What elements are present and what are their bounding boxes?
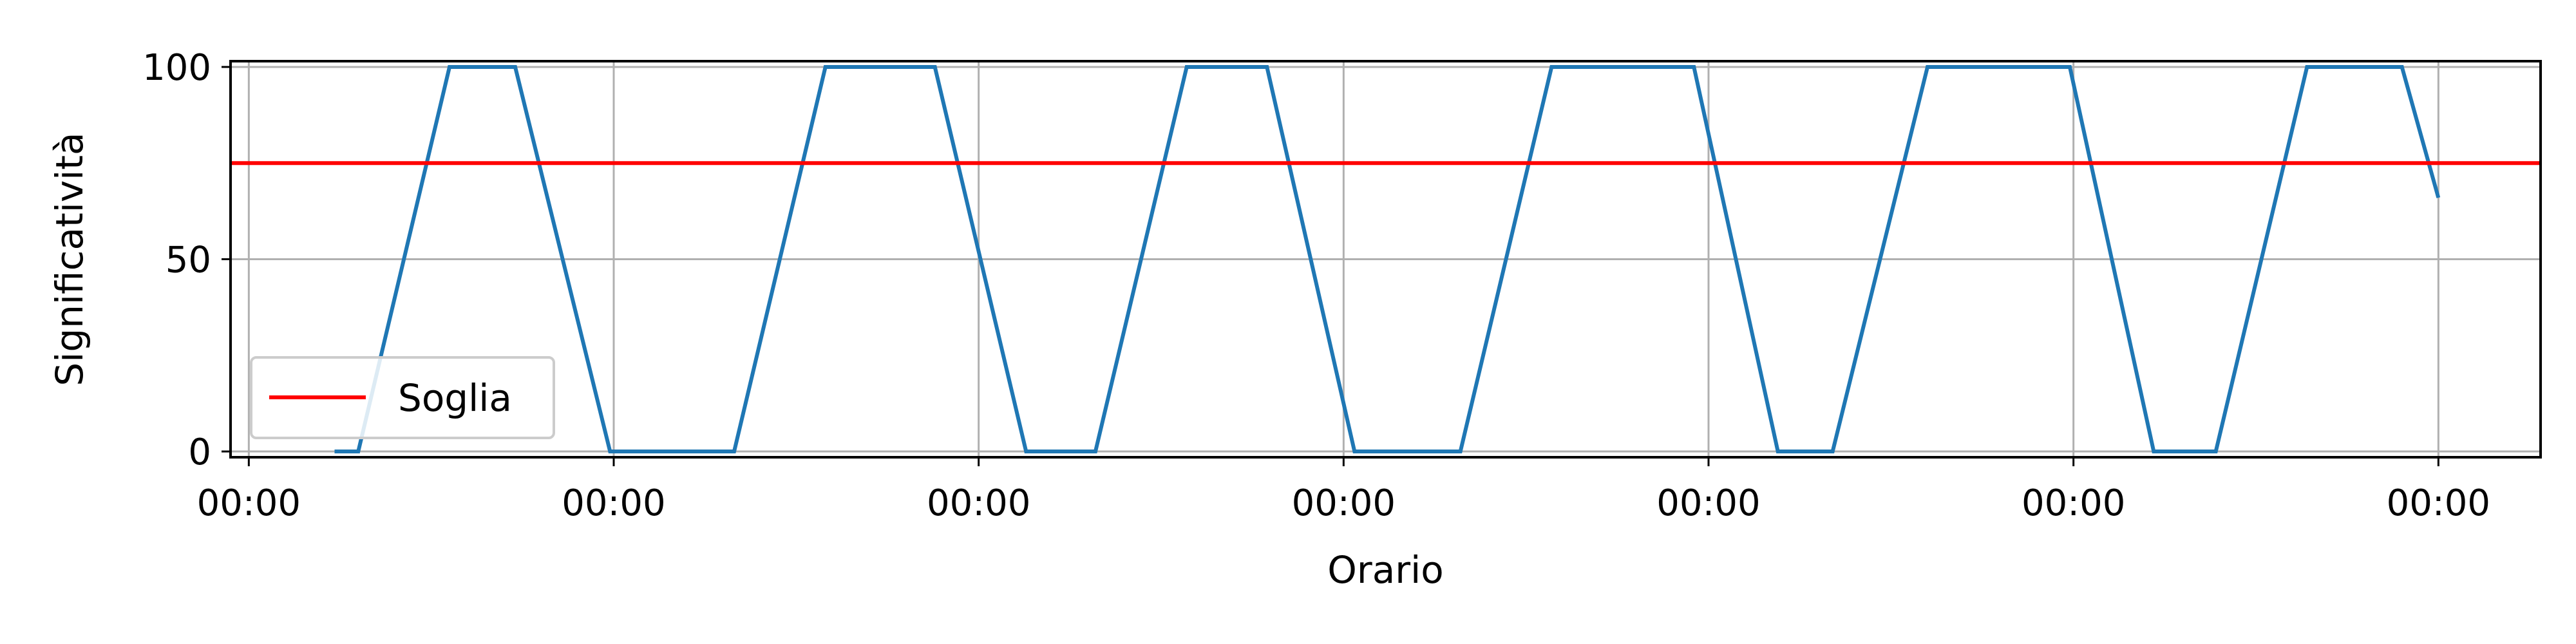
legend: Soglia (250, 356, 555, 439)
y-tick-label: 0 (188, 431, 211, 473)
x-tick-label: 00:00 (1656, 482, 1760, 524)
x-tick-label: 00:00 (2387, 482, 2490, 524)
x-tick-label: 00:00 (562, 482, 665, 524)
y-axis-label: Significatività (48, 132, 91, 386)
legend-box (250, 356, 555, 439)
x-tick-label: 00:00 (927, 482, 1030, 524)
x-tick-label: 00:00 (1292, 482, 1396, 524)
y-tick-label: 50 (166, 240, 211, 281)
axes: 00:00 00:00 00:00 00:00 00:00 00:00 00:00 0 50 10… (142, 47, 2490, 524)
x-axis-label: Orario (1327, 548, 1444, 592)
x-tick-label: 00:00 (2022, 482, 2125, 524)
legend-label-soglia: Soglia (398, 376, 512, 420)
plot-area (231, 65, 2541, 453)
x-tick-label: 00:00 (197, 482, 301, 524)
series-line-0 (334, 65, 2441, 453)
y-tick-label: 100 (142, 47, 211, 89)
